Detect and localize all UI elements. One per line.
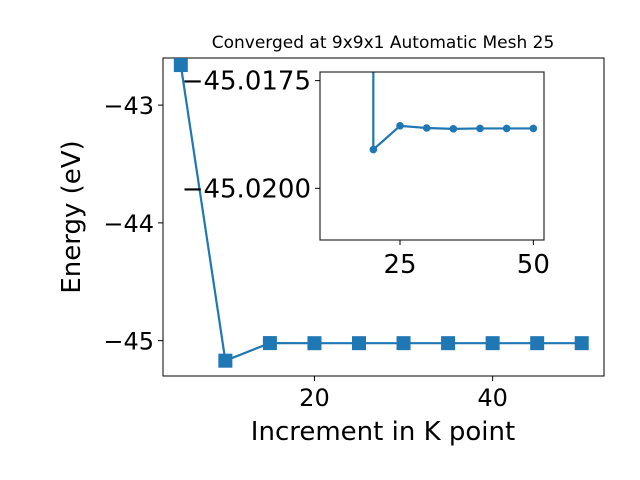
- chart-title: Converged at 9x9x1 Automatic Mesh 25: [212, 33, 555, 53]
- data-point-square: [307, 336, 322, 351]
- inset-x-tick-label: 50: [517, 250, 550, 280]
- inset-series-line: [372, 72, 534, 152]
- data-point-square: [574, 336, 589, 351]
- data-point-square: [262, 336, 277, 351]
- y-tick-label: −43: [103, 92, 154, 120]
- main-series: [173, 58, 589, 368]
- inset-data-point: [396, 122, 404, 130]
- data-point-square: [485, 336, 500, 351]
- inset-axes-frame: [319, 71, 545, 241]
- series-line: [179, 64, 582, 363]
- main-plot: 20 40 −43 −44 −45: [103, 57, 605, 412]
- y-tick-label: −44: [103, 210, 154, 238]
- main-tick-group: 20 40 −43 −44 −45: [103, 92, 508, 412]
- inset-tick-group: 25 50 −45.0200 −45.0175: [182, 67, 550, 280]
- data-point-square: [396, 336, 411, 351]
- inset-series: [369, 72, 538, 154]
- x-tick-label: 40: [477, 384, 508, 412]
- x-axis-label: Increment in K point: [251, 417, 515, 447]
- data-point-square: [218, 353, 233, 368]
- data-point-square: [441, 336, 456, 351]
- inset-data-point: [369, 145, 378, 154]
- x-tick-label: 20: [299, 384, 330, 412]
- y-axis-label: Energy (eV): [57, 140, 87, 293]
- inset-x-tick-label: 25: [383, 250, 416, 280]
- inset-data-point: [476, 124, 484, 133]
- main-axes-frame: [162, 57, 605, 377]
- inset-data-point: [422, 124, 431, 132]
- y-tick-label: −45: [103, 328, 154, 356]
- inset-data-point: [449, 125, 458, 133]
- inset-background: [320, 72, 544, 240]
- inset-data-point: [502, 124, 511, 133]
- data-point-square: [530, 336, 545, 351]
- data-point-square: [352, 336, 366, 351]
- data-point-square: [173, 58, 188, 73]
- inset-plot: 25 50 −45.0200 −45.0175: [182, 67, 550, 280]
- inset-y-tick-label: −45.0175: [182, 67, 311, 97]
- inset-data-point: [529, 124, 538, 133]
- inset-y-tick-label: −45.0200: [182, 174, 311, 204]
